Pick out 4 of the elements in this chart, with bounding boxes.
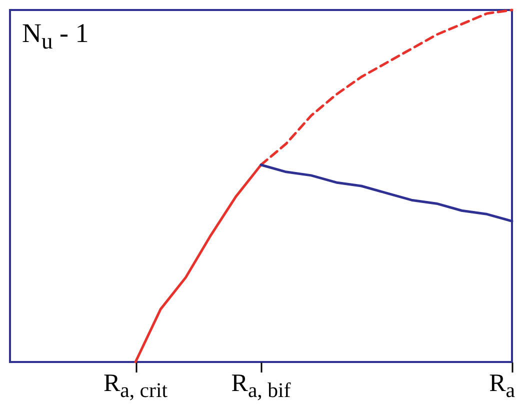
x-tick-label: R$_{a}$ [489,370,515,403]
y-axis-title: N$_{u}$ - 1 [22,18,89,54]
x-tick-label: R$_{a, bif}$ [231,370,291,403]
x-tick-label: R$_{a, crit}$ [103,370,168,403]
